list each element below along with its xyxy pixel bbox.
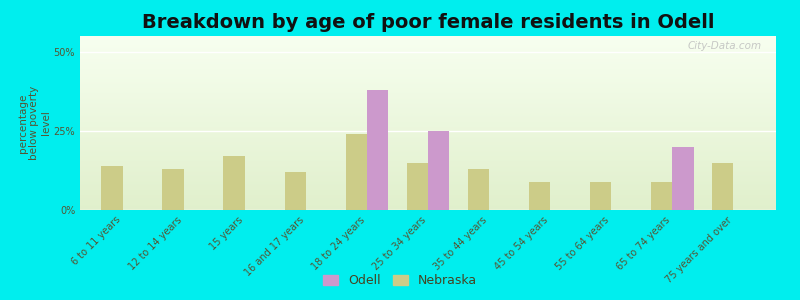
Bar [529, 182, 550, 210]
Bar [346, 134, 367, 210]
Text: City-Data.com: City-Data.com [688, 41, 762, 51]
Bar [102, 166, 122, 210]
Bar [590, 182, 611, 210]
Bar [162, 169, 184, 210]
Bar [367, 90, 388, 210]
Bar [285, 172, 306, 210]
Bar [712, 163, 734, 210]
Bar [428, 131, 450, 210]
Title: Breakdown by age of poor female residents in Odell: Breakdown by age of poor female resident… [142, 13, 714, 32]
Bar [223, 156, 245, 210]
Bar [406, 163, 428, 210]
Legend: Odell, Nebraska: Odell, Nebraska [319, 270, 481, 291]
Y-axis label: percentage
below poverty
level: percentage below poverty level [18, 86, 50, 160]
Bar [651, 182, 672, 210]
Bar [468, 169, 489, 210]
Bar [672, 147, 694, 210]
